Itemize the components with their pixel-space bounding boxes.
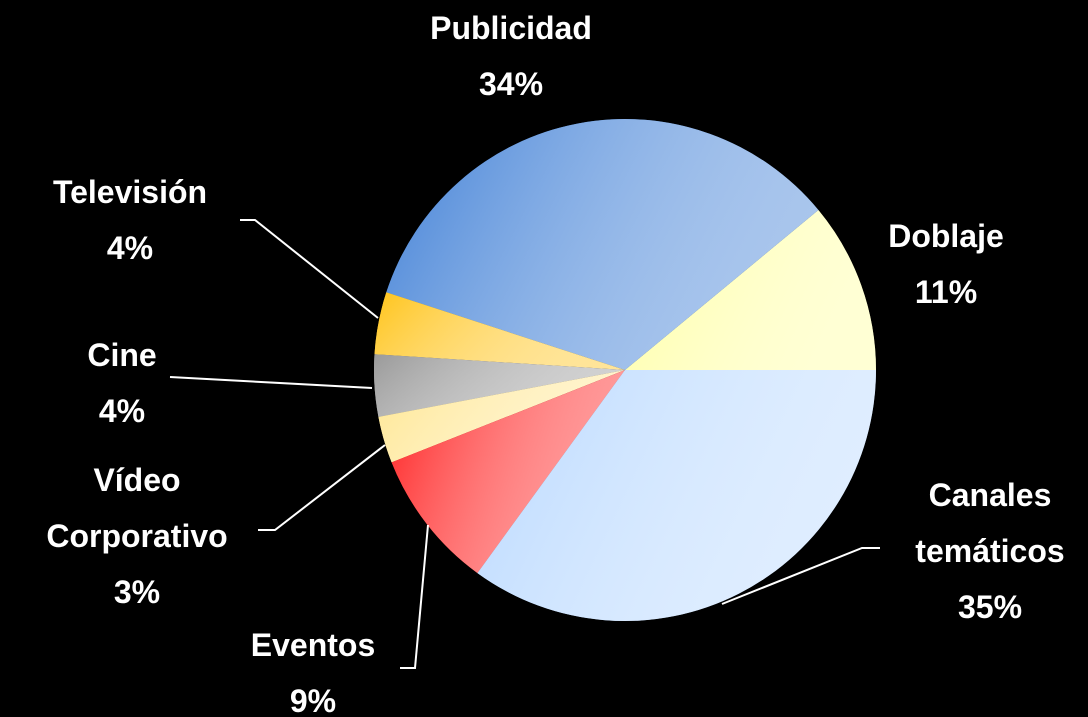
slice-shade bbox=[374, 354, 625, 418]
slice-shade bbox=[378, 370, 625, 463]
value-label: 4% bbox=[98, 393, 146, 429]
slice-label: Doblaje 11% bbox=[846, 208, 1046, 320]
slice-label: Publicidad 34% bbox=[381, 0, 641, 112]
leader-line bbox=[721, 547, 880, 605]
slice-label: Cine 4% bbox=[42, 327, 202, 439]
category-label: Publicidad bbox=[430, 10, 592, 46]
category-label: Doblaje bbox=[888, 218, 1004, 254]
value-label: 35% bbox=[957, 589, 1023, 625]
slice-label: Eventos 9% bbox=[213, 617, 413, 717]
slice-shade bbox=[391, 370, 625, 574]
leader-line bbox=[400, 524, 429, 669]
slice-shade bbox=[386, 118, 819, 370]
value-label: 3% bbox=[113, 574, 161, 610]
category-label: Eventos bbox=[250, 627, 376, 663]
slice-label: Vídeo Corporativo 3% bbox=[12, 452, 262, 620]
category-label: Canales temáticos bbox=[915, 477, 1065, 569]
value-label: 4% bbox=[106, 230, 154, 266]
category-label: Televisión bbox=[52, 174, 208, 210]
slice-shade bbox=[625, 210, 876, 370]
category-label: Vídeo Corporativo bbox=[46, 462, 228, 554]
value-label: 11% bbox=[914, 274, 978, 310]
slice-shade bbox=[477, 370, 876, 622]
leader-line bbox=[240, 219, 379, 319]
slice-shade bbox=[374, 292, 625, 370]
leader-line bbox=[169, 376, 373, 389]
value-label: 34% bbox=[478, 66, 544, 102]
slice-label: Canales temáticos 35% bbox=[880, 467, 1088, 635]
slice-label: Televisión 4% bbox=[10, 164, 250, 276]
category-label: Cine bbox=[87, 337, 157, 373]
leader-line bbox=[258, 444, 386, 531]
value-label: 9% bbox=[289, 683, 337, 717]
